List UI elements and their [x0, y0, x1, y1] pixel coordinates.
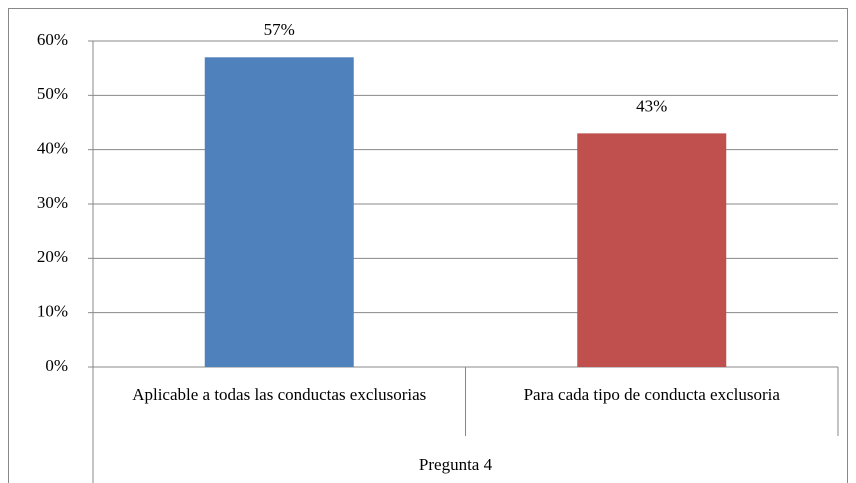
y-tick-label: 60%: [37, 30, 68, 49]
chart-border: [8, 8, 848, 483]
x-tick-label: Aplicable a todas las conductas exclusor…: [132, 385, 427, 404]
bar: [204, 57, 354, 368]
y-tick-label: 20%: [37, 247, 68, 266]
data-label: 43%: [636, 96, 667, 115]
y-tick-label: 30%: [37, 193, 68, 212]
y-tick-label: 40%: [37, 139, 68, 158]
y-tick-label: 10%: [37, 302, 68, 321]
bar: [577, 133, 727, 367]
x-tick-label: Para cada tipo de conducta exclusoria: [523, 385, 780, 404]
y-tick-label: 0%: [45, 356, 68, 375]
y-tick-label: 50%: [37, 84, 68, 103]
data-label: 57%: [264, 20, 295, 39]
x-axis-title: Pregunta 4: [419, 455, 493, 474]
